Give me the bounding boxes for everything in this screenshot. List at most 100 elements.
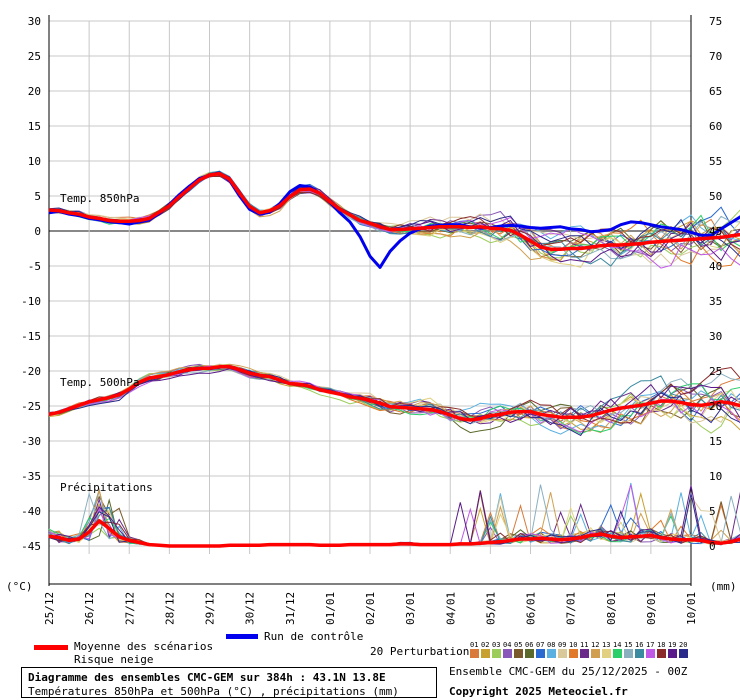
left-tick-label: 5: [34, 190, 41, 203]
left-tick-label: -25: [21, 400, 41, 413]
perturbation-number: 16: [635, 641, 644, 649]
left-tick-label: 15: [28, 120, 41, 133]
snow-legend-label: Risque neige: [74, 653, 154, 666]
left-tick-label: -30: [21, 435, 41, 448]
perturbation-number: 14: [613, 641, 622, 649]
x-tick-label: 09/01: [645, 592, 658, 625]
perturbation-number: 01: [470, 641, 479, 649]
perturbation-swatch: [602, 649, 611, 658]
mean-legend-swatch: [34, 645, 68, 650]
right-axis-unit: (mm): [710, 580, 737, 593]
perturbation-swatch: [646, 649, 655, 658]
left-tick-label: -45: [21, 540, 41, 553]
perturbation-number: 15: [624, 641, 633, 649]
perturbation-swatch: [657, 649, 666, 658]
perturbation-swatch: [503, 649, 512, 658]
mean-t500-line: [48, 365, 740, 422]
right-tick-label: 75: [709, 15, 722, 28]
x-tick-label: 07/01: [565, 592, 578, 625]
right-tick-label: 45: [709, 225, 722, 238]
left-tick-label: -5: [28, 260, 41, 273]
control-legend-swatch: [226, 634, 258, 639]
section-label-precip: Précipitations: [60, 481, 153, 494]
left-tick-label: 25: [28, 50, 41, 63]
x-tick-label: 05/01: [484, 592, 497, 625]
left-tick-label: -10: [21, 295, 41, 308]
mean-legend-label: Moyenne des scénarios: [74, 640, 214, 653]
left-tick-label: 20: [28, 85, 41, 98]
perturbation-number: 08: [547, 641, 556, 649]
left-tick-label: -40: [21, 505, 41, 518]
section-label-t500: Temp. 500hPa: [60, 376, 139, 389]
perturbation-number: 04: [503, 641, 512, 649]
perturbation-swatch: [558, 649, 567, 658]
right-tick-label: 20: [709, 400, 722, 413]
perturbation-number: 06: [525, 641, 534, 649]
x-tick-label: 30/12: [244, 592, 257, 625]
perturbation-swatch: [470, 649, 479, 658]
x-tick-label: 31/12: [284, 592, 297, 625]
x-tick-label: 25/12: [43, 592, 56, 625]
right-tick-label: 35: [709, 295, 722, 308]
perturbation-number: 12: [591, 641, 600, 649]
x-tick-label: 08/01: [605, 592, 618, 625]
chart: 302520151050-5-10-15-20-25-30-35-40-4575…: [6, 15, 740, 625]
perturbation-swatch: [679, 649, 688, 658]
left-tick-label: -20: [21, 365, 41, 378]
perturbation-swatch: [635, 649, 644, 658]
x-tick-label: 04/01: [444, 592, 457, 625]
perturbation-swatch: [547, 649, 556, 658]
right-tick-label: 60: [709, 120, 722, 133]
x-tick-label: 29/12: [204, 592, 217, 625]
perturbation-number: 11: [580, 641, 589, 649]
right-tick-label: 5: [709, 505, 716, 518]
left-axis-unit: (°C): [6, 580, 33, 593]
perturbation-number: 07: [536, 641, 545, 649]
perturbation-swatch: [591, 649, 600, 658]
title-line-1: Diagramme des ensembles CMC-GEM sur 384h…: [28, 671, 386, 684]
perturbation-number: 17: [646, 641, 655, 649]
perturbation-swatch: [525, 649, 534, 658]
right-tick-label: 50: [709, 190, 722, 203]
copyright: Copyright 2025 Meteociel.fr: [449, 685, 628, 698]
perturbation-number: 20: [679, 641, 688, 649]
right-tick-label: 55: [709, 155, 722, 168]
member-t500-line: [48, 368, 740, 425]
perturbation-swatch: [514, 649, 523, 658]
left-tick-label: -35: [21, 470, 41, 483]
x-tick-label: 28/12: [163, 592, 176, 625]
mean-lines: [48, 171, 740, 548]
x-tick-label: 27/12: [123, 592, 136, 625]
mean-t850-line: [48, 171, 740, 251]
perturbation-swatch: [569, 649, 578, 658]
perturbation-swatch: [613, 649, 622, 658]
control-t850-line: [48, 171, 740, 269]
right-tick-label: 25: [709, 365, 722, 378]
right-tick-label: 70: [709, 50, 722, 63]
perturbation-swatch: [580, 649, 589, 658]
left-tick-label: 10: [28, 155, 41, 168]
x-tick-label: 01/01: [324, 592, 337, 625]
left-tick-label: 0: [34, 225, 41, 238]
perturbation-number: 02: [481, 641, 490, 649]
perturbation-number: 03: [492, 641, 501, 649]
perturbation-number: 10: [569, 641, 578, 649]
right-tick-label: 30: [709, 330, 722, 343]
perturbation-number: 05: [514, 641, 523, 649]
title-box: Diagramme des ensembles CMC-GEM sur 384h…: [21, 667, 437, 698]
run-info: Ensemble CMC-GEM du 25/12/2025 - 00Z: [449, 665, 688, 678]
perturbation-number: 09: [558, 641, 567, 649]
right-tick-label: 40: [709, 260, 722, 273]
right-tick-label: 0: [709, 540, 716, 553]
perturbation-number: 13: [602, 641, 611, 649]
perturbation-swatch: [624, 649, 633, 658]
perturbation-swatch: [536, 649, 545, 658]
perturbation-number: 19: [668, 641, 677, 649]
left-tick-label: 30: [28, 15, 41, 28]
control-legend-label: Run de contrôle: [264, 630, 364, 643]
x-tick-label: 03/01: [404, 592, 417, 625]
left-tick-label: -15: [21, 330, 41, 343]
right-tick-label: 10: [709, 470, 722, 483]
right-tick-label: 65: [709, 85, 722, 98]
axis-labels: 302520151050-5-10-15-20-25-30-35-40-4575…: [21, 15, 722, 625]
